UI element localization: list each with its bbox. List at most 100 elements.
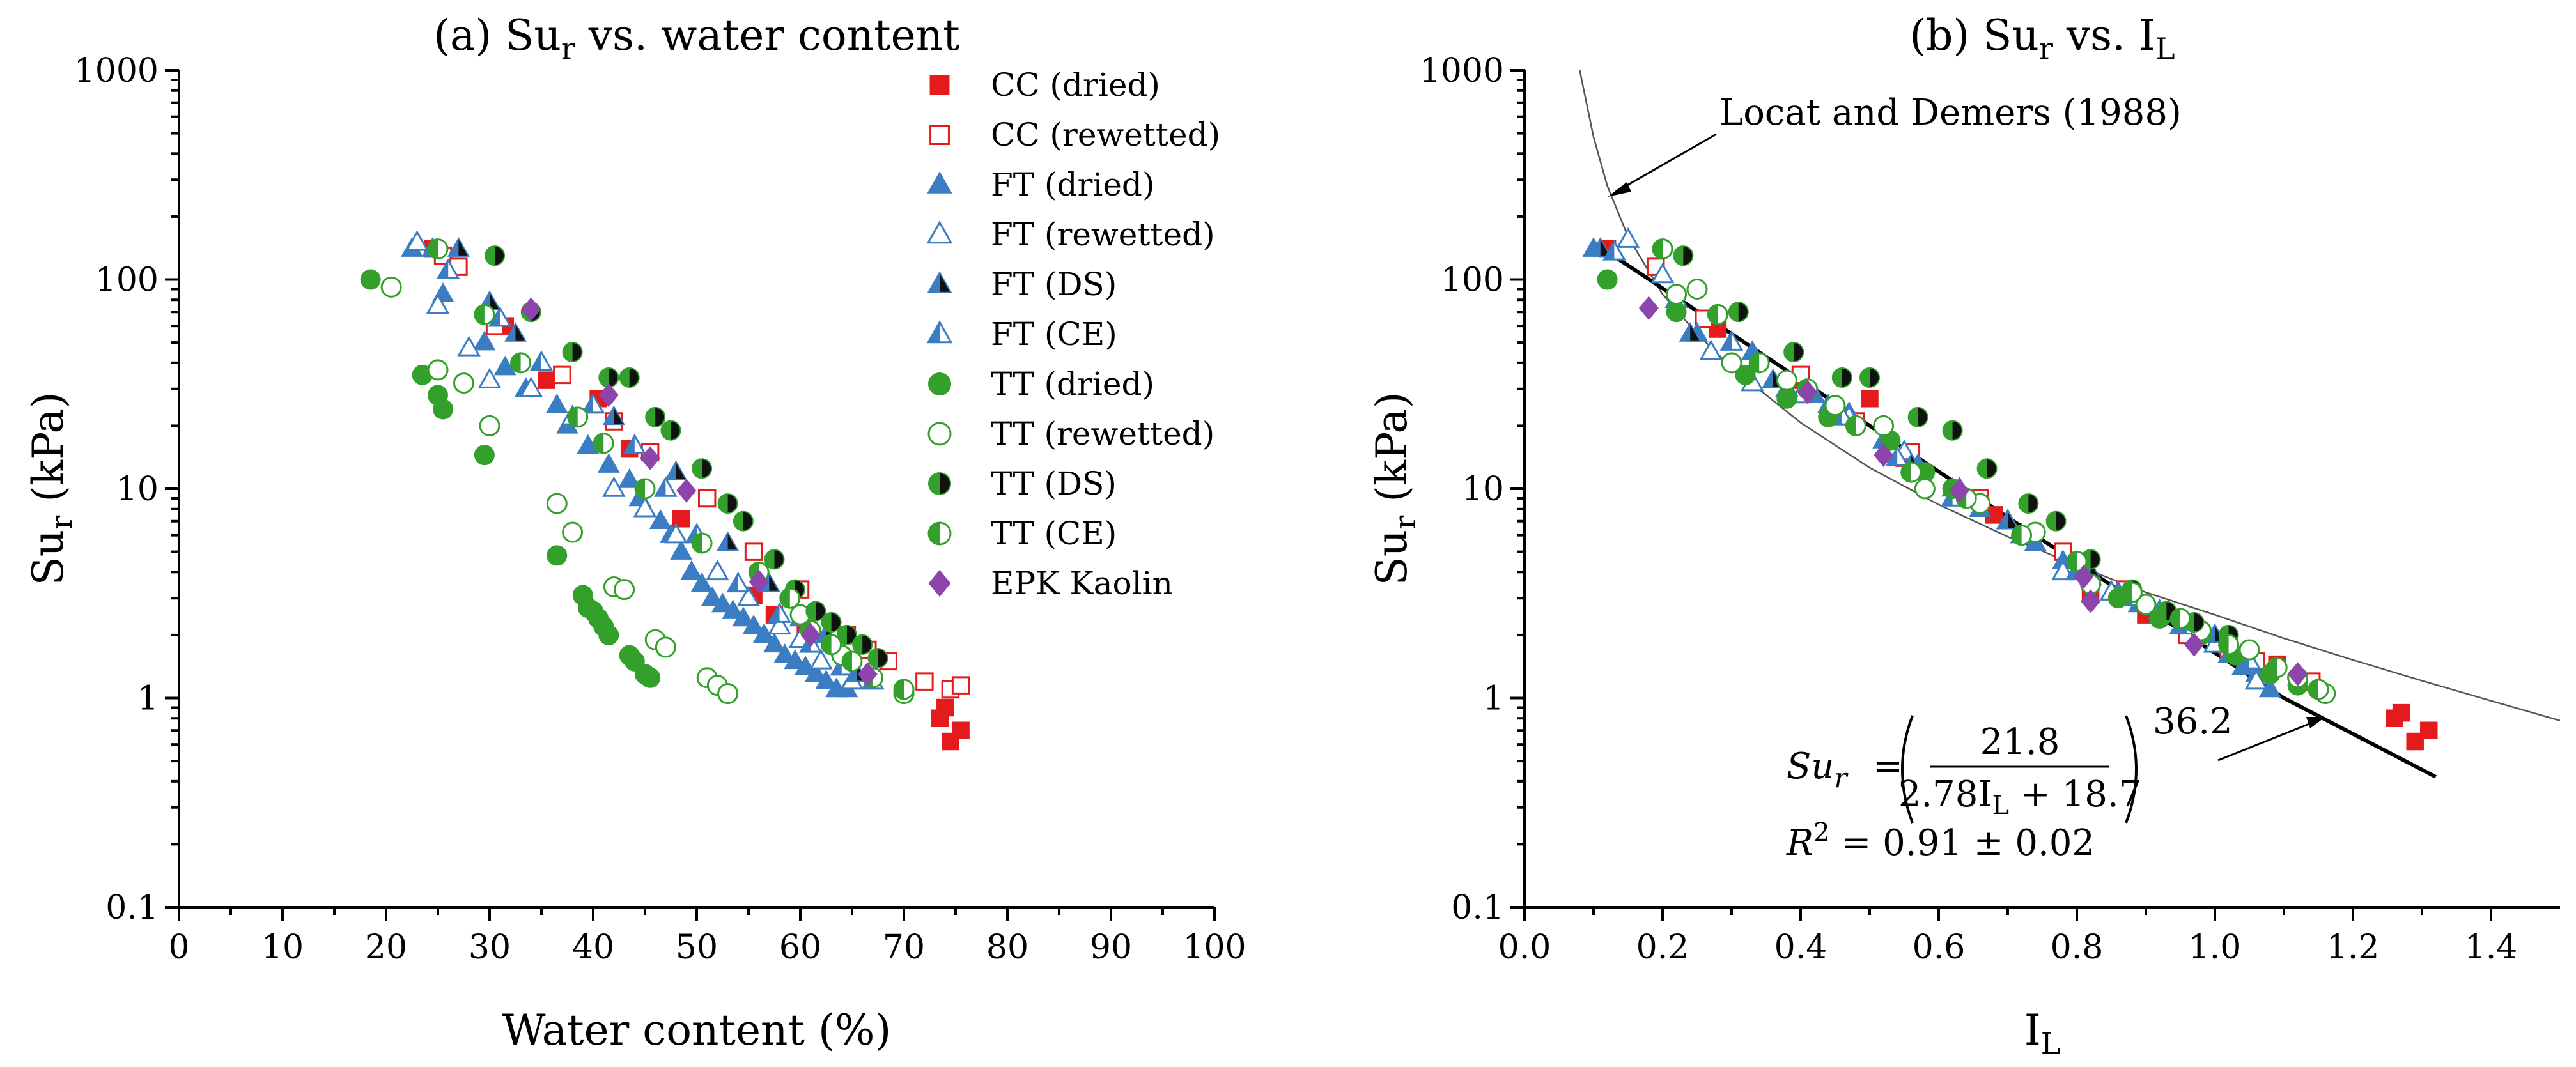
chart-a-point xyxy=(427,359,449,381)
chart-a-point xyxy=(672,509,690,528)
chart-a-point xyxy=(473,330,496,351)
chart-b-point xyxy=(2244,669,2269,690)
eq-exponent: 36.2 xyxy=(2153,701,2233,742)
chart-a-point xyxy=(692,458,713,479)
chart-b-point xyxy=(2018,493,2039,514)
legend-marker xyxy=(928,569,951,597)
chart-a-point xyxy=(479,415,500,436)
chart-a-point xyxy=(485,245,506,266)
r-squared: R2 = 0.91 ± 0.02 xyxy=(1786,818,2095,864)
locat-demers-label: Locat and Demers (1988) xyxy=(1719,92,2182,134)
chart-b-title: (b) Sur vs. IL xyxy=(1909,11,2175,66)
chart-a-point xyxy=(519,376,543,397)
legend-item: FT (DS) xyxy=(927,266,1117,303)
chart-a-point xyxy=(680,560,703,580)
chart-a-point xyxy=(504,322,527,342)
chart-b-point xyxy=(1949,479,1969,503)
chart-b-point xyxy=(2066,551,2088,572)
chart-b-point xyxy=(1874,443,1894,467)
chart-a-point xyxy=(733,510,754,532)
chart-b-point xyxy=(2420,721,2438,739)
chart-a-y-ticks: 0.1 1 10 100 1000 xyxy=(74,52,179,927)
chart-b-point xyxy=(1666,284,1688,305)
legend-marker xyxy=(926,220,953,244)
chart-a-ytick-label: 1000 xyxy=(74,52,159,90)
chart-a-series-epk-kaolin xyxy=(521,297,878,687)
legend-marker xyxy=(927,271,952,293)
chart-a-point xyxy=(645,406,666,427)
chart-b-curves xyxy=(1579,70,2560,779)
chart-a-point xyxy=(547,545,568,566)
chart-a-series-ft-dried- xyxy=(401,237,858,698)
chart-b-x-label: IL xyxy=(2024,1006,2061,1061)
chart-a-point xyxy=(477,367,502,388)
chart-a-point xyxy=(706,559,729,581)
chart-a-point xyxy=(749,569,769,594)
chart-a-point xyxy=(474,445,495,466)
chart-b-point xyxy=(1679,322,1702,342)
chart-b-point xyxy=(1783,342,1804,363)
legend-item: CC (rewetted) xyxy=(929,116,1220,153)
chart-b-point xyxy=(1776,388,1797,409)
chart-a-point xyxy=(794,656,817,675)
chart-a-point xyxy=(726,571,750,593)
legend-marker xyxy=(928,472,951,495)
chart-a-xtick-label: 40 xyxy=(572,928,614,967)
chart-a-point xyxy=(654,476,678,497)
chart-a-point xyxy=(867,648,888,669)
chart-a-point xyxy=(640,667,661,688)
legend-item: FT (rewetted) xyxy=(926,216,1215,253)
legend-item: FT (CE) xyxy=(926,316,1117,353)
chart-b-xtick-label: 0.6 xyxy=(1913,928,1966,967)
chart-b-xtick-label: 0.8 xyxy=(2051,928,2104,967)
chart-b-point xyxy=(1748,352,1770,374)
chart-a-xtick-label: 90 xyxy=(1090,928,1132,967)
chart-a-point xyxy=(841,650,863,672)
chart-b-point xyxy=(1996,509,2019,529)
chart-a-series-tt-ds- xyxy=(485,245,888,669)
chart-a-xtick-label: 10 xyxy=(261,928,304,967)
eq-numerator: 21.8 xyxy=(1980,721,2060,763)
chart-a-xtick-label: 70 xyxy=(883,928,925,967)
chart-b-point xyxy=(2121,581,2143,603)
chart-b-ytick-label: 0.1 xyxy=(1451,889,1504,927)
locat-demers-curve xyxy=(1579,70,2560,722)
chart-b-ytick-label: 100 xyxy=(1441,261,1504,300)
legend-item: EPK Kaolin xyxy=(928,565,1173,602)
chart-b-ytick-label: 1000 xyxy=(1420,52,1504,90)
chart-a-ytick-label: 1 xyxy=(137,680,159,718)
chart-a-point xyxy=(649,509,672,529)
chart-b-point xyxy=(2406,732,2424,751)
chart-a-point xyxy=(742,614,765,634)
chart-b-xtick-label: 1.4 xyxy=(2465,928,2518,967)
chart-b-point xyxy=(2135,594,2157,615)
chart-a-point xyxy=(380,276,402,298)
chart-a-xtick-label: 50 xyxy=(676,928,718,967)
chart-a-point xyxy=(634,478,656,500)
chart-a-point xyxy=(529,350,554,371)
chart-a: (a) Sur vs. water content 0 10 20 30 40 50 60 7… xyxy=(24,11,1246,1055)
chart-a-xtick-label: 60 xyxy=(779,928,821,967)
chart-b-point xyxy=(1776,369,1797,391)
legend-label: EPK Kaolin xyxy=(991,565,1173,602)
chart-a-point xyxy=(809,649,833,670)
chart-b-point xyxy=(1638,296,1659,321)
chart-a-point xyxy=(493,355,516,376)
chart-a-xtick-label: 80 xyxy=(986,928,1028,967)
legend-item: TT (dried) xyxy=(928,365,1154,403)
legend-label: FT (DS) xyxy=(991,266,1117,303)
chart-a-point xyxy=(836,624,857,645)
locat-demers-arrowhead xyxy=(1608,182,1631,197)
chart-a-point xyxy=(800,623,821,647)
chart-b-ytick-label: 1 xyxy=(1483,680,1504,718)
chart-a-point xyxy=(857,662,878,687)
chart-a-point xyxy=(581,393,605,414)
eq-lhs: Sur xyxy=(1787,746,1849,794)
chart-a-point xyxy=(405,230,429,251)
legend-label: TT (CE) xyxy=(991,515,1117,552)
chart-a-point xyxy=(690,572,713,592)
chart-b-point xyxy=(2288,662,2308,687)
chart-b-point xyxy=(2169,608,2191,629)
chart-b-point xyxy=(1602,240,1626,261)
chart-a-legend: CC (dried) CC (rewetted) FT (dried) FT (rew… xyxy=(926,66,1220,602)
